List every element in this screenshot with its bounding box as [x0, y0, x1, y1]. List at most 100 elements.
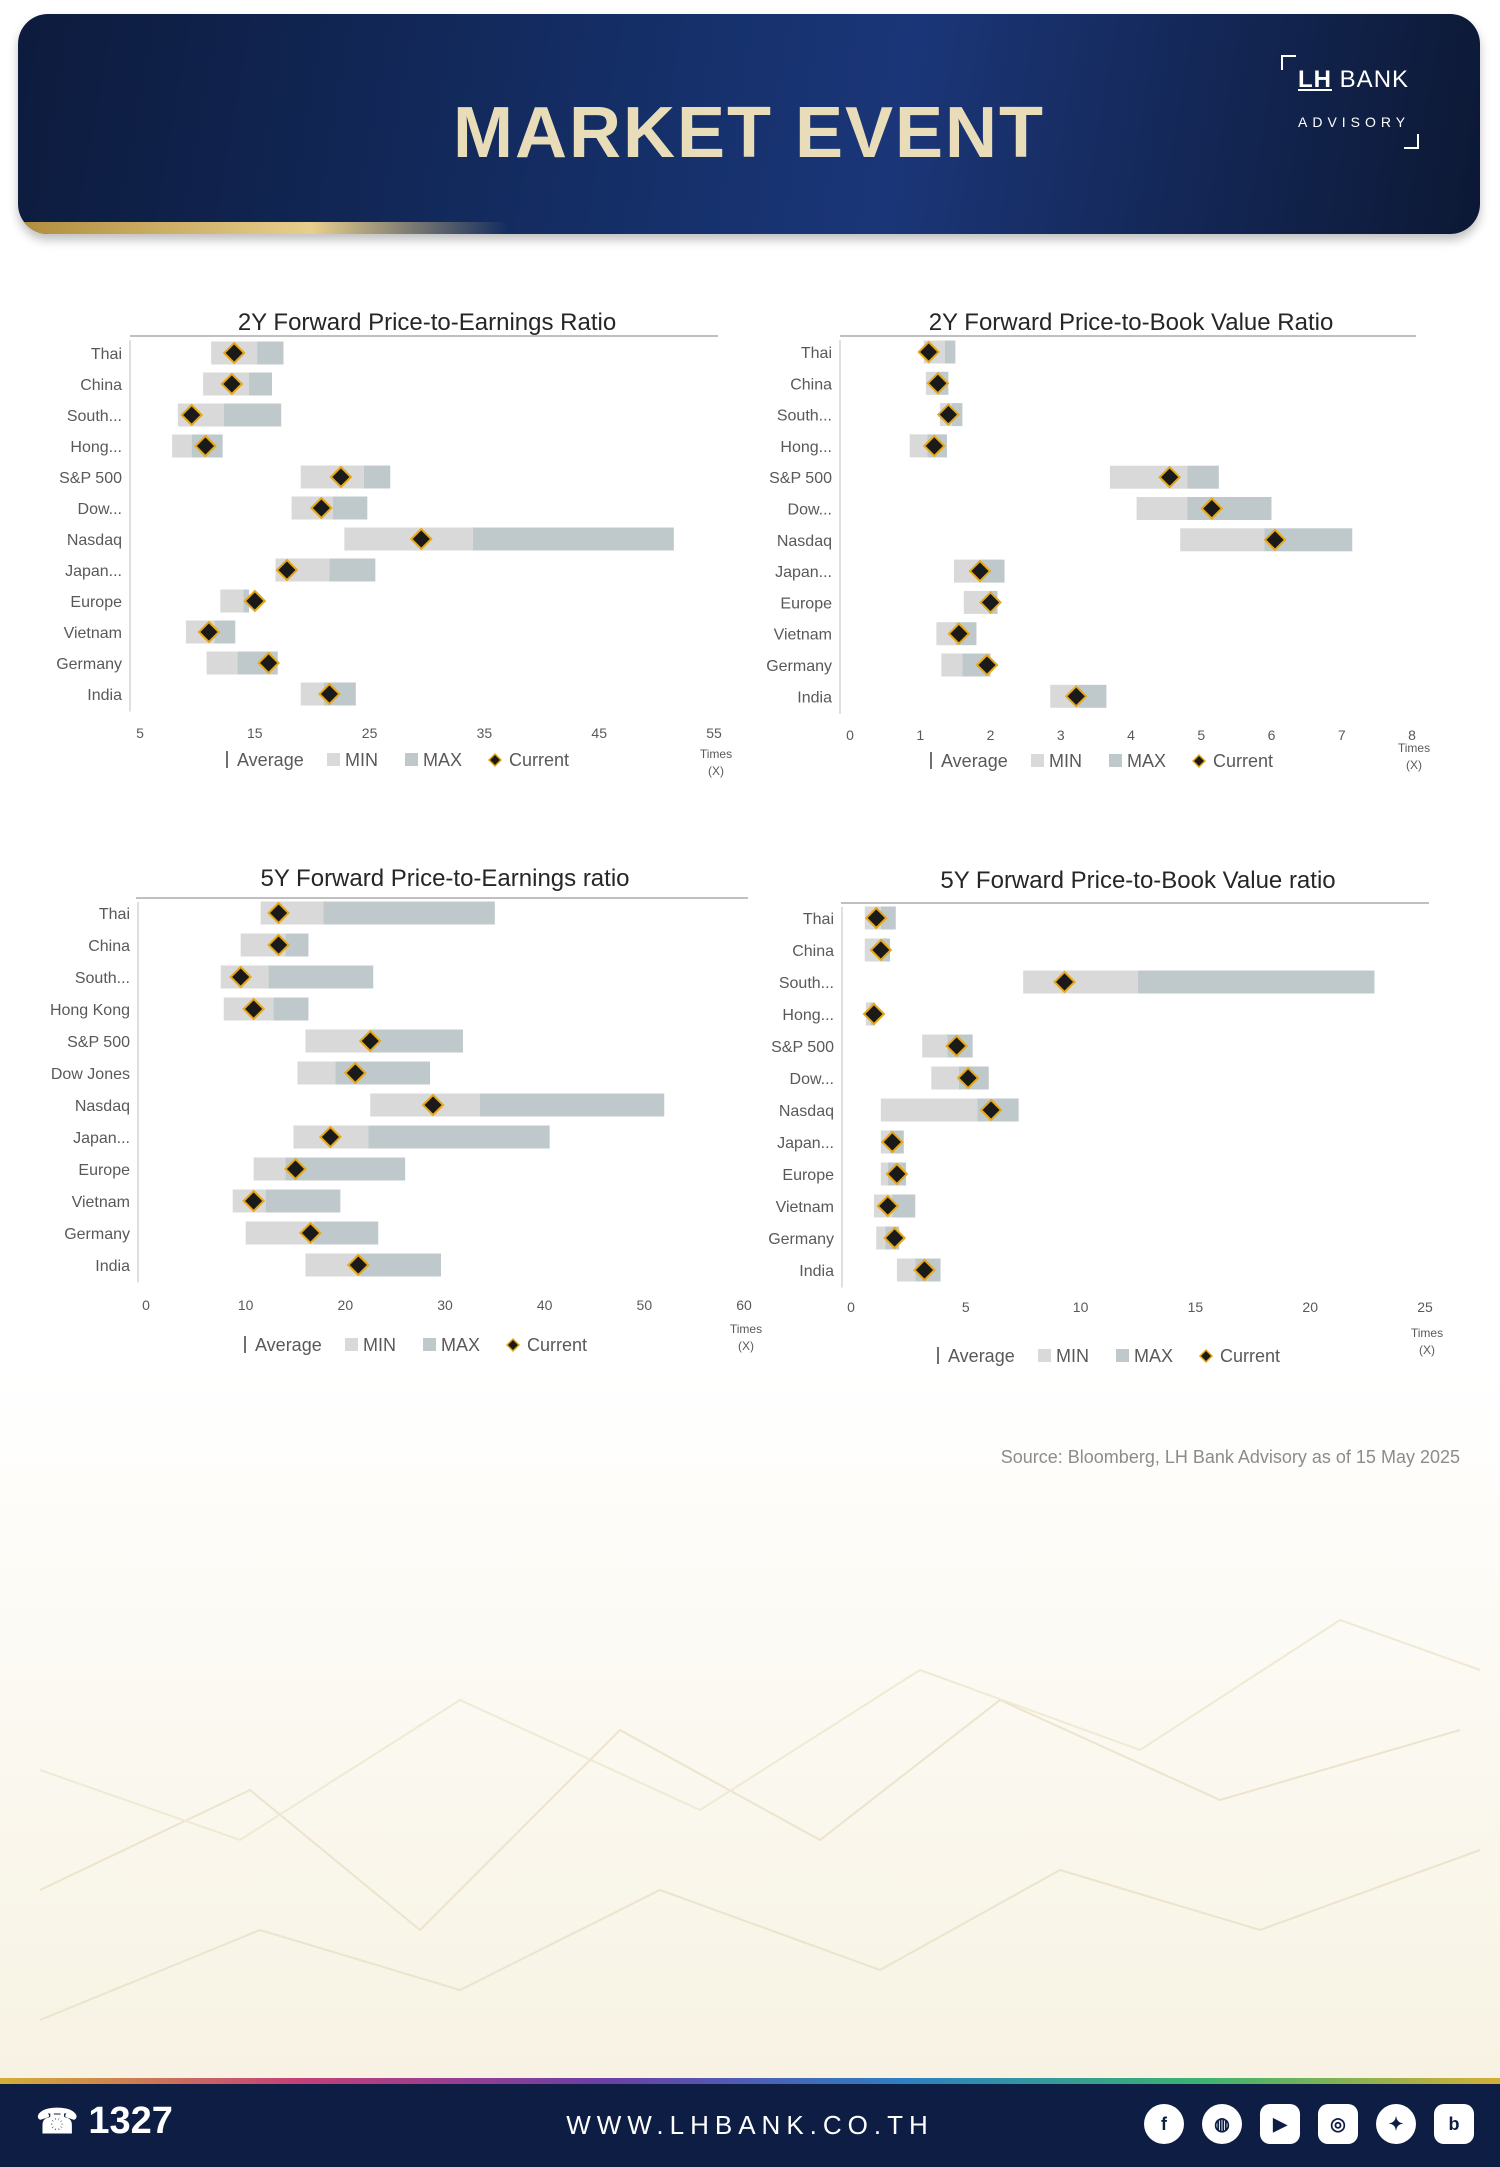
chart1-min-bar	[172, 434, 192, 458]
chart4-legend-current-swatch	[1198, 1348, 1214, 1364]
footer: ☎ 1327 WWW.LHBANK.CO.TH f ◍ ▶ ◎ ✦ b	[0, 2084, 1500, 2167]
chart1-category-label: Vietnam	[64, 625, 122, 642]
chart3-legend-max-swatch	[423, 1338, 436, 1351]
chart3-legend-current-swatch	[505, 1337, 521, 1353]
chart3-max-bar	[268, 965, 374, 989]
instagram-icon[interactable]: ◎	[1318, 2104, 1358, 2144]
chart2-legend-current-label: Current	[1213, 751, 1273, 771]
chart1-min-bar	[344, 527, 473, 551]
chart3-max-bar	[313, 1221, 379, 1245]
chart2-min-bar	[909, 434, 928, 458]
chart2-current-marker	[947, 622, 971, 646]
chart2-current-marker	[936, 403, 960, 427]
chart4-min-bar	[876, 1226, 886, 1250]
line-icon[interactable]: ◍	[1202, 2104, 1242, 2144]
chart3-legend-min-swatch	[345, 1338, 358, 1351]
chart3-x-tick-label: 20	[338, 1297, 354, 1313]
chart2-max-bar	[979, 559, 1005, 583]
chart3-x-tick-label: 60	[736, 1297, 752, 1313]
chart1-x-axis-label-unit: Times	[700, 747, 732, 761]
chart1-current-marker	[309, 496, 333, 520]
chart1-min-bar	[206, 651, 238, 675]
chart4-category-label: Germany	[768, 1231, 834, 1248]
chart1-legend-max-swatch	[405, 753, 418, 766]
phone-icon: ☎	[36, 2103, 79, 2141]
chart2-title: 2Y Forward Price-to-Book Value Ratio	[929, 309, 1334, 336]
chart4-category-label: Vietnam	[776, 1199, 834, 1216]
chart3-category-label: Japan...	[73, 1130, 130, 1147]
chart3-category-label: Thai	[99, 906, 130, 923]
chart1-current-marker	[180, 403, 204, 427]
chart1-title: 2Y Forward Price-to-Earnings Ratio	[238, 309, 616, 336]
chart3-max-bar	[285, 933, 309, 957]
chart1-max-bar	[223, 403, 282, 427]
chart3-category-label: India	[95, 1258, 130, 1275]
website-link[interactable]: WWW.LHBANK.CO.TH	[566, 2110, 934, 2140]
chart2-max-bar	[944, 340, 956, 364]
chart2-x-axis-label-unit: Times	[1398, 741, 1430, 755]
chart2-x-tick-label: 8	[1408, 727, 1416, 743]
chart3-title: 5Y Forward Price-to-Earnings ratio	[260, 865, 629, 892]
chart3-max-bar	[265, 1189, 341, 1213]
chart3-max-bar	[368, 1125, 550, 1149]
chart2-current-marker	[922, 434, 946, 458]
chart2-x-axis-label-symbol: (X)	[1406, 758, 1422, 772]
chart2-current-marker	[1064, 684, 1088, 708]
chart3-x-tick-label: 50	[637, 1297, 653, 1313]
chart1-category-label: Germany	[56, 656, 122, 673]
chart4-x-tick-label: 25	[1417, 1299, 1433, 1315]
phone-number[interactable]: ☎ 1327	[36, 2100, 173, 2143]
chart3-category-label: S&P 500	[67, 1034, 130, 1051]
chart2-min-bar	[1180, 528, 1265, 552]
chart1-current-marker	[243, 589, 267, 613]
chart3-current-marker	[267, 933, 290, 957]
logo-name-bold: LH	[1298, 66, 1332, 93]
chart2-x-tick-label: 4	[1127, 727, 1135, 743]
chart3-category-label: Dow Jones	[51, 1066, 130, 1083]
chart3-current-marker	[343, 1061, 367, 1085]
chart3-max-bar	[323, 901, 495, 925]
facebook-icon[interactable]: f	[1144, 2104, 1184, 2144]
chart4-current-marker	[869, 938, 893, 962]
chart2-legend-min-swatch	[1031, 754, 1044, 767]
chart4-category-label: South...	[779, 975, 834, 992]
chart3-min-bar	[245, 1221, 314, 1245]
chart1-current-marker	[409, 527, 433, 551]
chart1-category-label: China	[80, 377, 122, 394]
chart3-x-tick-label: 30	[437, 1297, 453, 1313]
chart1-max-bar	[332, 496, 368, 520]
chart3-current-marker	[318, 1125, 342, 1149]
chart2-x-tick-label: 1	[916, 727, 924, 743]
chart3-legend-average-label: Average	[255, 1335, 322, 1355]
youtube-icon[interactable]: ▶	[1260, 2104, 1300, 2144]
chart3-x-axis-label-symbol: (X)	[738, 1339, 754, 1353]
chart4-min-bar	[896, 1258, 916, 1282]
twitter-icon[interactable]: ✦	[1376, 2104, 1416, 2144]
chart1-max-bar	[257, 341, 284, 365]
chart1-legend-current-label: Current	[509, 750, 569, 770]
chart4-category-label: Japan...	[777, 1135, 834, 1152]
chart2-min-bar	[1136, 497, 1188, 520]
chart4-x-axis-label-unit: Times	[1411, 1326, 1443, 1340]
blockdit-icon[interactable]: b	[1434, 2104, 1474, 2144]
chart1-current-marker	[329, 465, 353, 489]
chart1-category-label: Japan...	[65, 563, 122, 580]
chart3-legend-current-label: Current	[527, 1335, 587, 1355]
chart3-min-bar	[253, 1157, 286, 1181]
chart1-legend-max-label: MAX	[423, 750, 462, 770]
chart1-legend-min-label: MIN	[345, 750, 378, 770]
chart3-max-bar	[360, 1253, 442, 1277]
chart2-legend-average-label: Average	[941, 751, 1008, 771]
chart1-current-marker	[220, 372, 244, 396]
chart3-category-label: Germany	[64, 1226, 130, 1243]
chart1-current-marker	[194, 434, 217, 458]
chart1-max-bar	[214, 620, 236, 644]
chart2-current-marker	[979, 590, 1002, 614]
chart1-current-marker	[257, 651, 280, 675]
chart4-x-tick-label: 10	[1073, 1299, 1089, 1315]
chart1-max-bar	[472, 527, 674, 551]
header-banner: MARKET EVENT LH BANK ADVISORY	[18, 14, 1480, 234]
chart1-x-tick-label: 5	[136, 725, 144, 741]
chart4-max-bar	[1138, 970, 1375, 994]
